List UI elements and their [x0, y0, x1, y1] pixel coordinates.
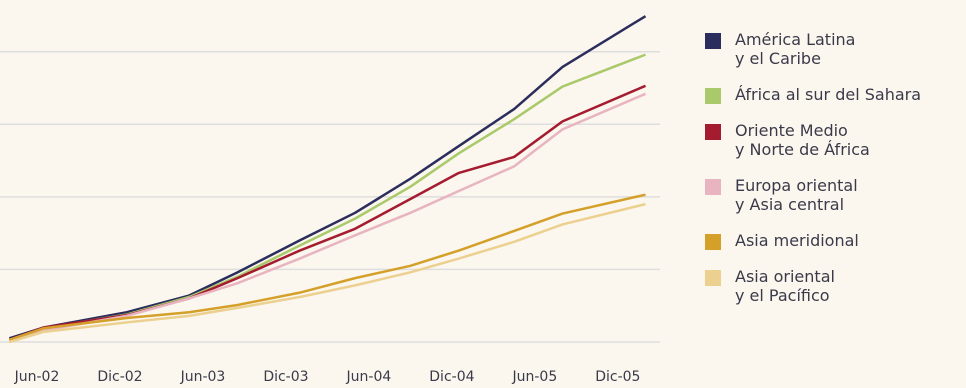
legend: América Latina y el Caribe África al sur … [705, 30, 965, 322]
series-line [8, 202, 646, 344]
x-tick-label: Jun-02 [14, 369, 60, 385]
legend-item: África al sur del Sahara [705, 85, 965, 104]
legend-item: Europa oriental y Asia central [705, 176, 965, 214]
legend-swatch [705, 88, 721, 104]
legend-item: Oriente Medio y Norte de África [705, 121, 965, 159]
legend-label: América Latina y el Caribe [735, 30, 856, 68]
legend-label: Asia oriental y el Pacífico [735, 267, 835, 305]
x-tick-label: Dic-04 [429, 369, 474, 385]
chart: Jun-02 Dic-02 Jun-03 Dic-03 Jun-04 Dic-04 Jun-… [0, 15, 660, 385]
series-line [8, 15, 647, 340]
legend-label: Asia meridional [735, 231, 859, 250]
legend-item: Asia meridional [705, 231, 965, 250]
x-tick-label: Jun-05 [512, 369, 558, 385]
legend-swatch [705, 234, 721, 250]
x-tick-label: Dic-02 [97, 369, 142, 385]
x-tick-label: Jun-04 [346, 369, 392, 385]
legend-label: Oriente Medio y Norte de África [735, 121, 870, 159]
legend-label: África al sur del Sahara [735, 85, 922, 104]
x-tick-label: Jun-03 [180, 369, 226, 385]
legend-label: Europa oriental y Asia central [735, 176, 858, 214]
legend-swatch [705, 33, 721, 49]
x-tick-label: Dic-03 [263, 369, 308, 385]
legend-item: América Latina y el Caribe [705, 30, 965, 68]
legend-swatch [705, 124, 721, 140]
series-line [8, 193, 646, 342]
legend-item: Asia oriental y el Pacífico [705, 267, 965, 305]
legend-swatch [705, 270, 721, 286]
series-line [8, 53, 646, 343]
series-line [8, 92, 647, 343]
x-tick-label: Dic-05 [595, 369, 640, 385]
legend-swatch [705, 179, 721, 195]
